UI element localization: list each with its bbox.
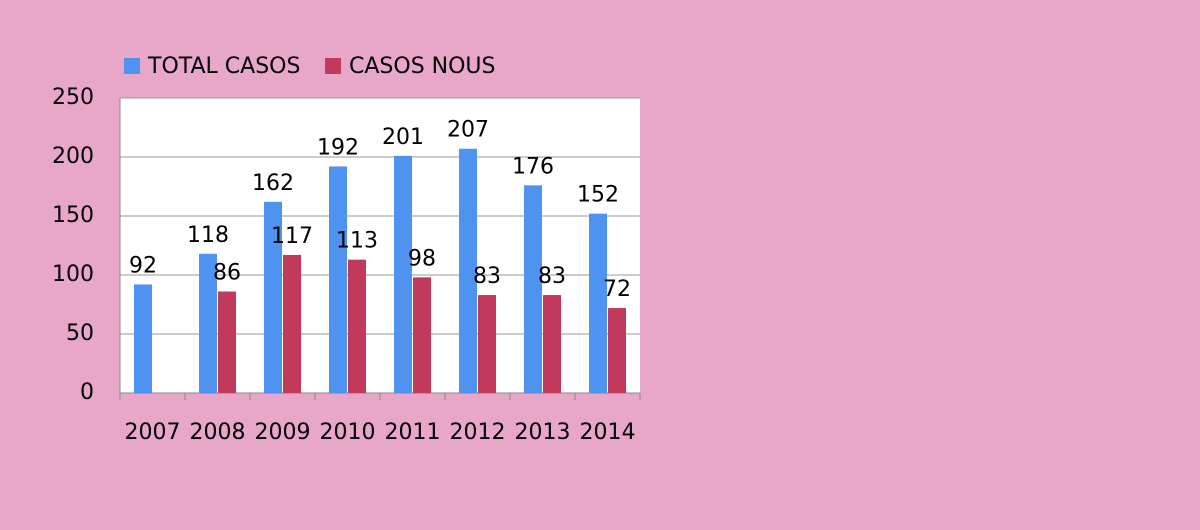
- bar: [283, 254, 301, 393]
- x-tick-label: 2013: [515, 420, 571, 445]
- bar: [394, 155, 412, 393]
- legend-swatch: [325, 58, 341, 74]
- bar: [459, 148, 477, 393]
- value-label: 92: [129, 253, 157, 278]
- y-tick-label: 150: [52, 203, 94, 228]
- bar: [218, 291, 236, 393]
- value-label: 98: [408, 246, 436, 271]
- value-label: 176: [512, 154, 554, 179]
- y-tick-label: 250: [52, 85, 94, 110]
- legend-label: CASOS NOUS: [349, 54, 496, 79]
- value-label: 118: [187, 223, 229, 248]
- bar: [589, 213, 607, 393]
- value-label: 113: [336, 229, 378, 254]
- x-tick-label: 2008: [190, 420, 246, 445]
- value-label: 152: [577, 183, 619, 208]
- y-tick-label: 200: [52, 144, 94, 169]
- value-label: 72: [603, 277, 631, 302]
- x-tick-label: 2012: [450, 420, 506, 445]
- x-tick-label: 2009: [255, 420, 311, 445]
- value-label: 162: [252, 171, 294, 196]
- value-label: 86: [213, 261, 241, 286]
- y-tick-label: 50: [66, 321, 94, 346]
- bar: [264, 201, 282, 393]
- bar: [608, 308, 626, 393]
- bar: [413, 277, 431, 393]
- legend-label: TOTAL CASOS: [147, 54, 300, 79]
- x-tick-label: 2007: [125, 420, 181, 445]
- value-label: 117: [271, 224, 313, 249]
- x-tick-label: 2014: [580, 420, 636, 445]
- value-label: 207: [447, 118, 489, 143]
- value-label: 192: [317, 135, 359, 160]
- bar: [478, 295, 496, 393]
- bar: [524, 185, 542, 393]
- bar: [199, 253, 217, 393]
- bar: [134, 284, 152, 393]
- bar: [348, 259, 366, 393]
- bar: [329, 166, 347, 393]
- y-tick-label: 100: [52, 262, 94, 287]
- x-tick-label: 2011: [385, 420, 441, 445]
- bar: [543, 295, 561, 393]
- legend-swatch: [124, 58, 140, 74]
- y-tick-label: 0: [80, 380, 94, 405]
- x-tick-label: 2010: [320, 420, 376, 445]
- value-label: 83: [538, 264, 566, 289]
- value-label: 201: [382, 125, 424, 150]
- value-label: 83: [473, 264, 501, 289]
